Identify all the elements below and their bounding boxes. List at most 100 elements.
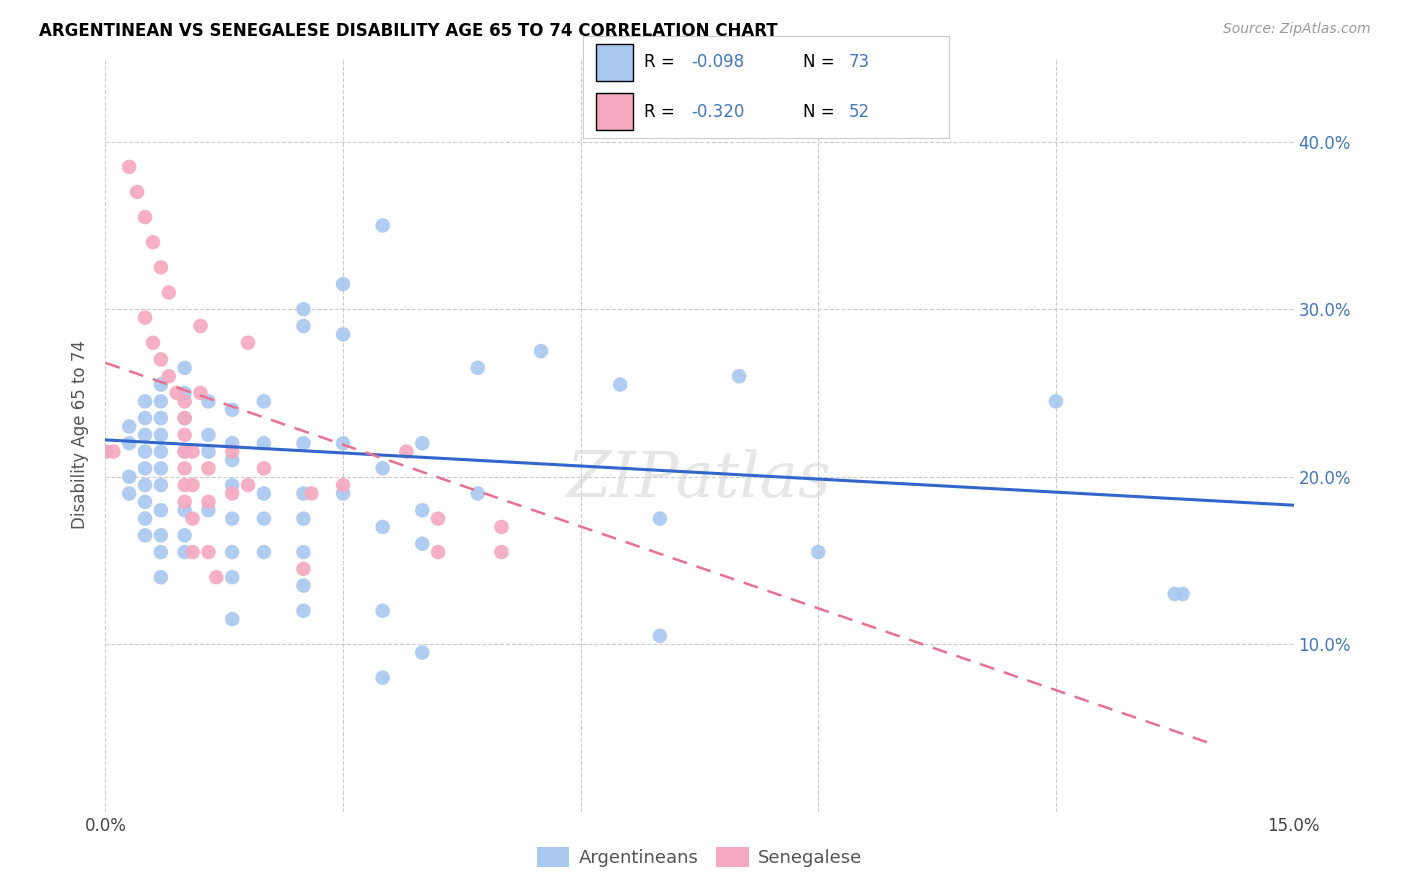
Text: 73: 73: [849, 54, 870, 71]
Point: [648, 511, 671, 525]
Point: [181, 545, 204, 559]
Point: [197, 428, 219, 442]
Point: [118, 419, 141, 434]
Point: [253, 545, 276, 559]
Point: [427, 511, 450, 525]
Point: [149, 528, 172, 542]
Legend: Argentineans, Senegalese: Argentineans, Senegalese: [530, 840, 869, 874]
Point: [118, 436, 141, 450]
Point: [157, 285, 180, 300]
Point: [134, 461, 156, 475]
Point: [807, 545, 830, 559]
Point: [94, 444, 117, 458]
Point: [173, 503, 195, 517]
Point: [173, 428, 195, 442]
Point: [197, 461, 219, 475]
Point: [371, 671, 394, 685]
Point: [157, 369, 180, 384]
Point: [149, 444, 172, 458]
Point: [173, 411, 195, 425]
Point: [149, 503, 172, 517]
Point: [134, 528, 156, 542]
Point: [332, 486, 354, 500]
Point: [292, 302, 315, 317]
Point: [1171, 587, 1194, 601]
Point: [197, 444, 219, 458]
Point: [221, 402, 243, 417]
Point: [181, 511, 204, 525]
Point: [236, 478, 259, 492]
Point: [173, 394, 195, 409]
Point: [134, 495, 156, 509]
Point: [127, 185, 149, 199]
Point: [134, 444, 156, 458]
Point: [190, 318, 212, 333]
Text: R =: R =: [644, 103, 681, 120]
Point: [149, 377, 172, 392]
Point: [221, 545, 243, 559]
Point: [292, 562, 315, 576]
Point: [149, 394, 172, 409]
Point: [134, 511, 156, 525]
Point: [332, 327, 354, 342]
Point: [221, 453, 243, 467]
Point: [94, 444, 117, 458]
FancyBboxPatch shape: [596, 93, 633, 130]
Point: [197, 545, 219, 559]
Point: [221, 612, 243, 626]
Point: [173, 411, 195, 425]
Point: [173, 528, 195, 542]
Point: [728, 369, 751, 384]
Point: [173, 495, 195, 509]
Point: [332, 478, 354, 492]
Point: [292, 318, 315, 333]
Point: [292, 578, 315, 592]
Point: [134, 428, 156, 442]
Point: [332, 277, 354, 291]
Point: [181, 478, 204, 492]
Point: [292, 436, 315, 450]
Point: [236, 335, 259, 350]
Point: [371, 520, 394, 534]
Point: [371, 461, 394, 475]
Point: [411, 537, 433, 551]
Point: [648, 629, 671, 643]
Point: [103, 444, 125, 458]
Point: [1164, 587, 1187, 601]
Point: [118, 160, 141, 174]
Point: [253, 486, 276, 500]
Point: [134, 394, 156, 409]
Text: ARGENTINEAN VS SENEGALESE DISABILITY AGE 65 TO 74 CORRELATION CHART: ARGENTINEAN VS SENEGALESE DISABILITY AGE…: [39, 22, 778, 40]
Point: [253, 436, 276, 450]
Point: [411, 503, 433, 517]
Point: [221, 444, 243, 458]
Point: [395, 444, 418, 458]
Point: [411, 436, 433, 450]
Point: [205, 570, 228, 584]
Point: [427, 545, 450, 559]
Point: [173, 360, 195, 375]
Point: [411, 646, 433, 660]
Point: [609, 377, 631, 392]
Point: [173, 386, 195, 401]
Point: [142, 335, 165, 350]
Point: [134, 411, 156, 425]
Point: [149, 411, 172, 425]
Text: 52: 52: [849, 103, 870, 120]
Point: [173, 461, 195, 475]
Point: [467, 486, 489, 500]
Point: [197, 394, 219, 409]
Point: [134, 210, 156, 224]
Text: R =: R =: [644, 54, 681, 71]
Point: [173, 444, 195, 458]
Point: [221, 478, 243, 492]
Point: [221, 570, 243, 584]
Point: [221, 436, 243, 450]
Text: N =: N =: [803, 54, 839, 71]
Point: [253, 394, 276, 409]
Point: [118, 486, 141, 500]
Point: [221, 486, 243, 500]
Point: [118, 469, 141, 483]
Point: [181, 444, 204, 458]
Text: -0.098: -0.098: [692, 54, 744, 71]
